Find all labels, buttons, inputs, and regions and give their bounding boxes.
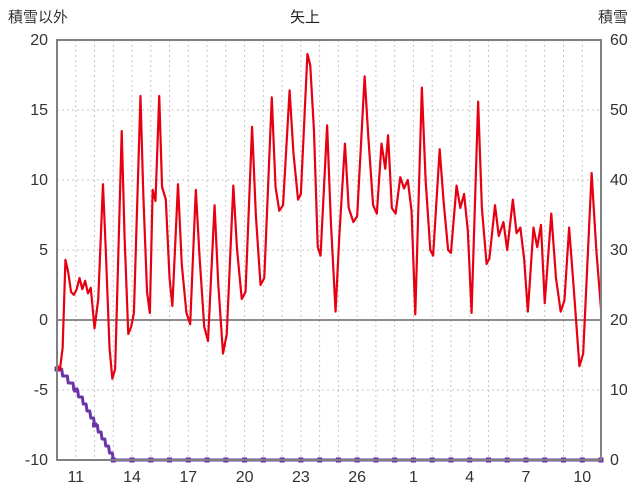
snow-depth-line xyxy=(55,367,603,462)
left-axis-tick-label: 15 xyxy=(30,102,48,119)
x-axis-tick-label: 4 xyxy=(465,469,474,486)
right-axis-tick-label: 60 xyxy=(610,32,628,49)
left-axis-tick-label: 20 xyxy=(30,32,48,49)
right-axis-title: 積雪 xyxy=(598,9,628,26)
x-axis-tick-label: 14 xyxy=(123,469,141,486)
x-axis-tick-label: 11 xyxy=(67,469,84,486)
right-axis-tick-label: 10 xyxy=(610,382,628,399)
x-axis-tick-label: 10 xyxy=(573,469,591,486)
x-axis-tick-label: 20 xyxy=(236,469,254,486)
left-axis-tick-label: 0 xyxy=(39,312,48,329)
x-axis-tick-label: 7 xyxy=(522,469,531,486)
x-axis-tick-label: 1 xyxy=(409,469,418,486)
right-axis-tick-label: 20 xyxy=(610,312,628,329)
left-axis-tick-label: 5 xyxy=(39,242,48,259)
left-axis-tick-label: 10 xyxy=(30,172,48,189)
plot-frame xyxy=(56,39,602,461)
temperature-line xyxy=(55,52,603,380)
left-axis-tick-label: -5 xyxy=(34,382,48,399)
right-axis-tick-label: 30 xyxy=(610,242,628,259)
chart-title: 矢上 xyxy=(290,9,320,26)
left-axis-title: 積雪以外 xyxy=(8,9,68,26)
snow-depth-marker xyxy=(92,422,98,428)
right-axis-tick-label: 40 xyxy=(610,172,628,189)
right-axis-tick-label: 50 xyxy=(610,102,628,119)
x-axis-tick-label: 26 xyxy=(348,469,366,486)
snow-depth-marker xyxy=(73,387,79,393)
x-axis-tick-label: 23 xyxy=(292,469,310,486)
x-axis-tick-label: 17 xyxy=(179,469,197,486)
right-axis-tick-label: 0 xyxy=(610,452,619,469)
left-axis-tick-label: -10 xyxy=(25,452,48,469)
